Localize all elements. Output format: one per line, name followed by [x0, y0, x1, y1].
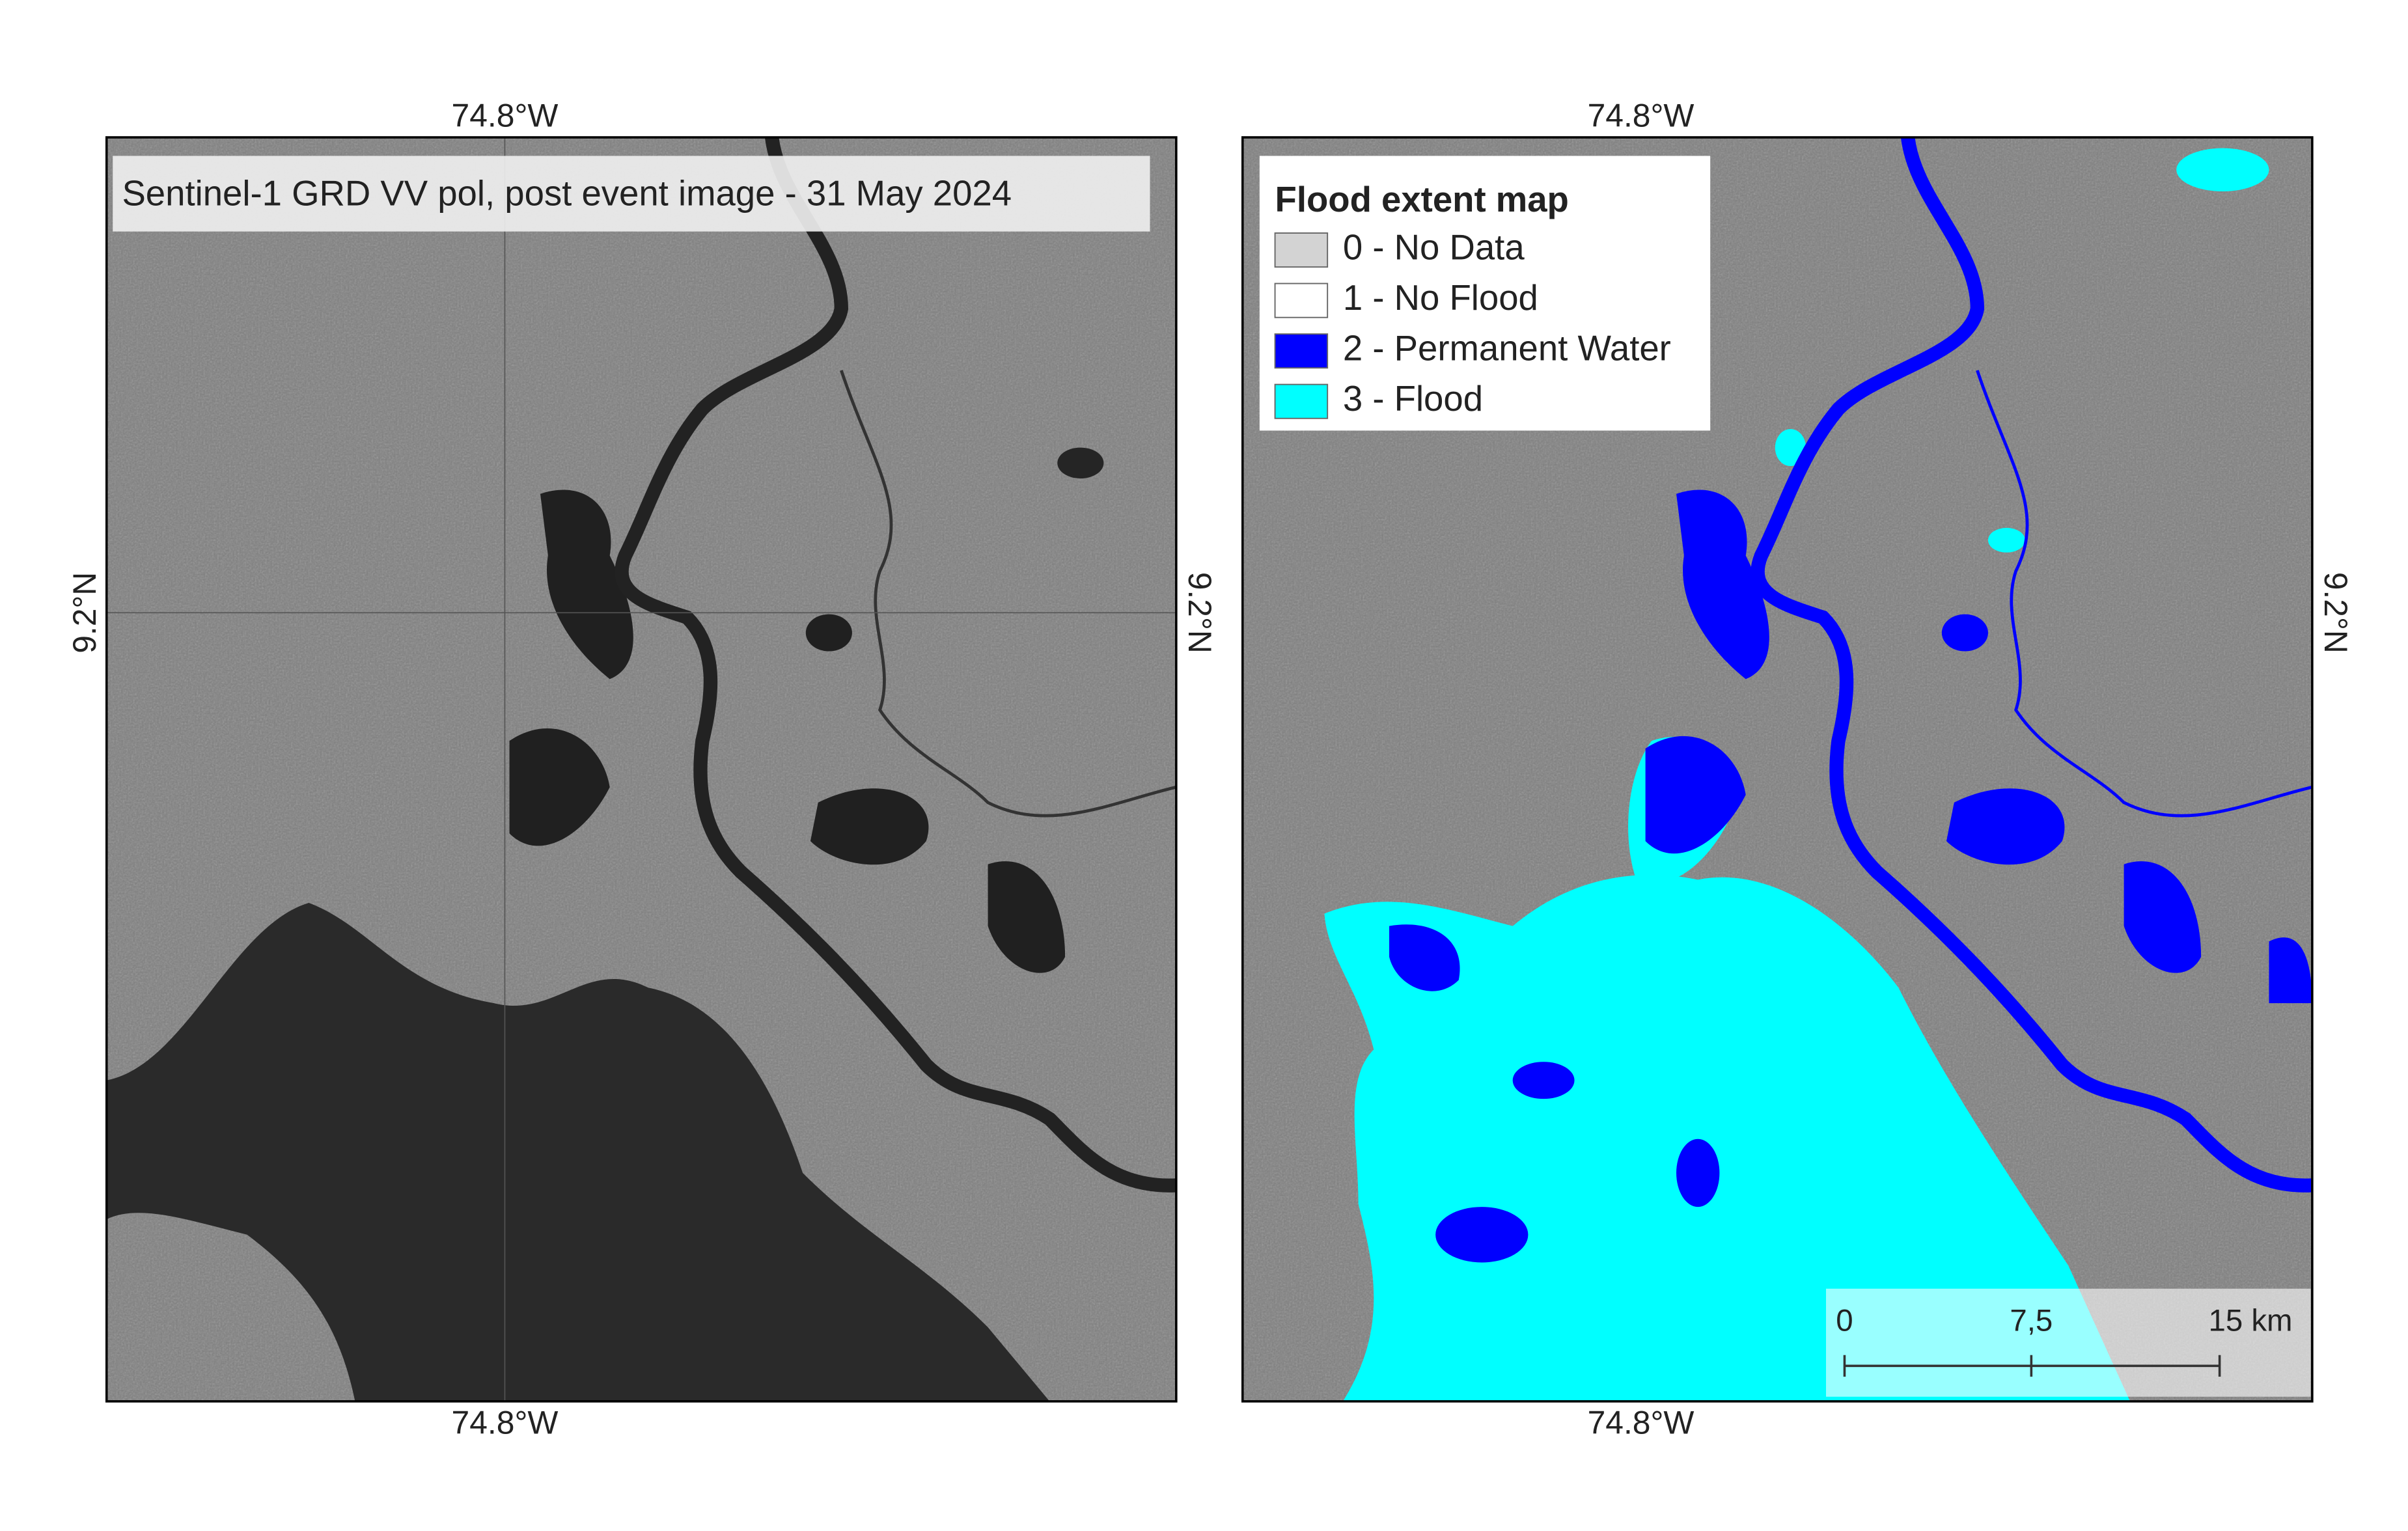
sar-image — [106, 137, 1176, 1401]
legend-label: 0 - No Data — [1343, 228, 1525, 268]
dark-water — [106, 903, 1050, 1401]
legend-label: 2 - Permanent Water — [1343, 329, 1671, 368]
flood-area — [1987, 527, 2025, 553]
map-title: Sentinel-1 GRD VV pol, post event image … — [122, 174, 1012, 214]
dark-water — [509, 728, 610, 846]
scale-label: 0 — [1836, 1303, 1853, 1338]
lat-label: 9.2°N — [66, 572, 103, 654]
scale-label: 7,5 — [2010, 1303, 2053, 1338]
permanent-water — [2124, 861, 2202, 973]
permanent-water — [2269, 937, 2312, 1004]
lat-label: 9.2°N — [1182, 572, 1218, 654]
legend-swatch — [1274, 383, 1329, 419]
legend-swatch — [1274, 333, 1329, 369]
dark-water — [810, 788, 929, 865]
permanent-water — [1512, 1062, 1575, 1099]
title-box — [113, 156, 1150, 232]
permanent-water — [1941, 614, 1988, 652]
permanent-water — [1435, 1207, 1529, 1263]
map-frame — [105, 136, 1178, 1403]
legend-label: 3 - Flood — [1343, 379, 1483, 419]
map-frame — [1241, 136, 2314, 1403]
permanent-water — [1389, 924, 1460, 991]
legend-title: Flood extent map — [1275, 180, 1569, 219]
legend: Flood extent map 0 - No Data 1 - No Flood… — [1259, 156, 1711, 431]
legend-swatch — [1274, 232, 1329, 268]
scale-bar-box — [1826, 1288, 2311, 1397]
legend-box — [1259, 156, 1711, 431]
flood-area — [2176, 148, 2269, 191]
flood-area — [1324, 875, 2131, 1401]
scale-label: 15 km — [2208, 1303, 2292, 1338]
legend-swatch — [1274, 283, 1329, 318]
permanent-water — [1676, 490, 1769, 680]
lon-label: 74.8°W — [1588, 97, 1695, 133]
permanent-water — [1676, 1138, 1720, 1207]
permanent-water — [1645, 736, 1746, 854]
dark-water — [540, 490, 633, 680]
lon-label: 74.8°W — [1588, 1405, 1695, 1441]
legend-label: 1 - No Flood — [1343, 278, 1538, 318]
flood-area — [1775, 429, 1806, 467]
lon-label: 74.8°W — [452, 97, 559, 133]
lat-label: 9.2°N — [2318, 572, 2354, 654]
lon-label: 74.8°W — [452, 1405, 559, 1441]
dark-water — [988, 861, 1066, 973]
dark-water — [805, 614, 852, 652]
permanent-water — [1946, 788, 2065, 865]
dark-water — [1057, 447, 1104, 478]
